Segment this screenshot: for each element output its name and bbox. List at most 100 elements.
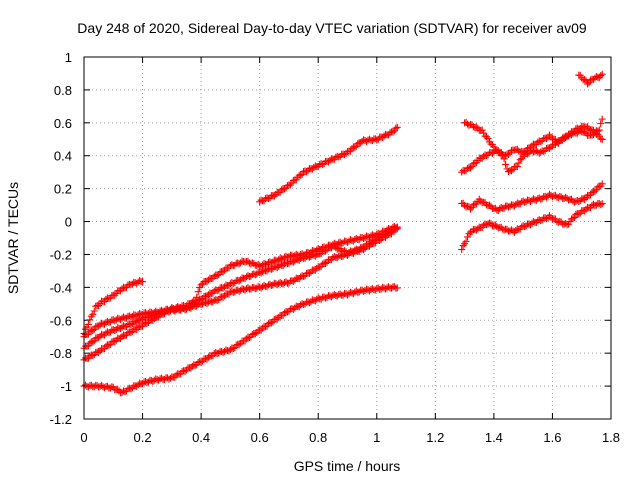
- data-point: [225, 347, 233, 355]
- data-point: [229, 344, 237, 352]
- y-tick-label: -0.2: [50, 247, 72, 262]
- data-point: [491, 221, 499, 229]
- data-point: [95, 334, 103, 342]
- data-point: [598, 115, 606, 123]
- data-points: [80, 70, 606, 397]
- data-point: [118, 388, 126, 396]
- data-point: [352, 287, 360, 295]
- data-point: [488, 149, 496, 157]
- data-point: [565, 196, 573, 204]
- data-point: [354, 140, 362, 148]
- data-point: [105, 341, 113, 349]
- data-point: [188, 362, 196, 370]
- data-point: [125, 328, 133, 336]
- data-point: [120, 322, 128, 330]
- data-point: [256, 268, 264, 276]
- data-point: [256, 198, 264, 206]
- x-tick-label: 0.8: [309, 430, 327, 445]
- data-point: [478, 126, 486, 134]
- data-point: [490, 222, 498, 230]
- data-point: [462, 118, 470, 126]
- data-point: [133, 318, 141, 326]
- data-point: [159, 310, 167, 318]
- data-point: [149, 316, 157, 324]
- data-point: [114, 385, 122, 393]
- data-point: [190, 301, 198, 309]
- data-point: [275, 256, 283, 264]
- data-point: [500, 152, 508, 160]
- data-point: [569, 128, 577, 136]
- data-point: [219, 268, 227, 276]
- y-tick-label: 0: [65, 215, 72, 230]
- data-point: [102, 342, 110, 350]
- data-point: [509, 201, 517, 209]
- data-point: [181, 367, 189, 375]
- data-point: [392, 124, 400, 132]
- data-point: [332, 244, 340, 252]
- data-point: [257, 262, 265, 270]
- data-point: [131, 279, 139, 287]
- data-point: [360, 246, 368, 254]
- data-point: [319, 160, 327, 168]
- data-point: [483, 221, 491, 229]
- data-point: [528, 219, 536, 227]
- data-point: [485, 201, 493, 209]
- data-point: [297, 273, 305, 281]
- data-point: [324, 158, 332, 166]
- data-point: [494, 224, 502, 232]
- series-track-11: [575, 70, 606, 88]
- data-point: [461, 201, 469, 209]
- y-tick-label: -0.8: [50, 346, 72, 361]
- data-point: [89, 352, 97, 360]
- data-point: [537, 148, 545, 156]
- data-point: [535, 194, 543, 202]
- x-axis-title: GPS time / hours: [294, 458, 401, 474]
- series-track-4: [80, 223, 401, 364]
- data-point: [472, 123, 480, 131]
- data-point: [86, 316, 94, 324]
- data-point: [339, 150, 347, 158]
- data-point: [469, 201, 477, 209]
- data-point: [310, 251, 318, 259]
- data-point: [474, 225, 482, 233]
- data-point: [525, 220, 533, 228]
- data-point: [466, 205, 474, 213]
- data-point: [376, 236, 384, 244]
- data-point: [326, 156, 334, 164]
- data-point: [180, 367, 188, 375]
- data-point: [194, 288, 202, 296]
- data-point: [275, 262, 283, 270]
- data-point: [348, 145, 356, 153]
- data-point: [313, 264, 321, 272]
- data-point: [127, 385, 135, 393]
- data-point: [241, 274, 249, 282]
- data-point: [364, 233, 372, 241]
- data-point: [471, 225, 479, 233]
- data-point: [89, 338, 97, 346]
- data-point: [310, 164, 318, 172]
- data-point: [250, 283, 258, 291]
- y-tick-label: -1: [60, 379, 72, 394]
- data-point: [480, 129, 488, 137]
- data-point: [507, 167, 515, 175]
- data-point: [235, 341, 243, 349]
- data-point: [483, 133, 491, 141]
- data-point: [288, 305, 296, 313]
- data-point: [83, 382, 91, 390]
- data-point: [237, 259, 245, 267]
- data-point: [512, 200, 520, 208]
- data-point: [531, 147, 539, 155]
- data-point: [500, 226, 508, 234]
- data-point: [352, 247, 360, 255]
- data-point: [597, 72, 605, 80]
- data-point: [283, 308, 291, 316]
- data-point: [341, 151, 349, 159]
- data-point: [592, 73, 600, 81]
- data-point: [289, 258, 297, 266]
- data-point: [95, 322, 103, 330]
- x-tick-label: 0.4: [192, 430, 210, 445]
- data-point: [537, 138, 545, 146]
- data-point: [348, 236, 356, 244]
- data-point: [569, 215, 577, 223]
- y-tick-label: 1: [65, 50, 72, 65]
